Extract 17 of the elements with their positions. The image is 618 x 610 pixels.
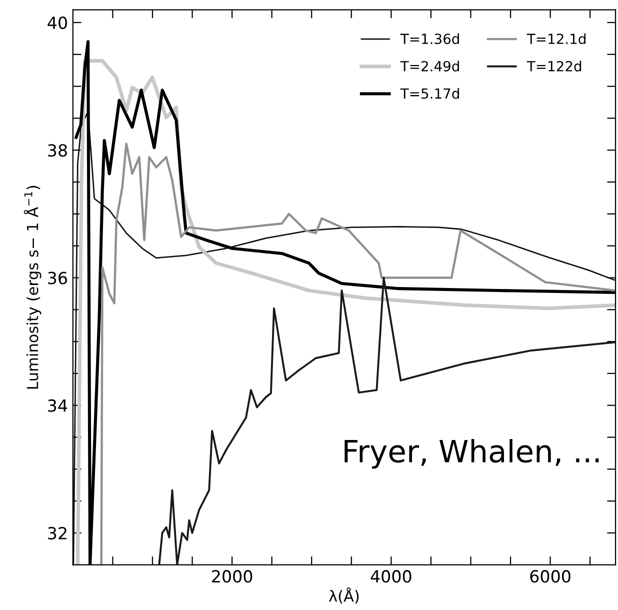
annotation: Fryer, Whalen, ... (344, 439, 599, 469)
y-tick-label: 40 (48, 16, 67, 30)
x-tick-label: 4000 (370, 570, 412, 583)
legend-label: T=5.17d (400, 88, 459, 99)
x-tick-label: 6000 (530, 570, 570, 583)
legend-label: T=1.36d (400, 33, 459, 44)
y-tick-label: 38 (48, 144, 67, 157)
x-axis-title: λ(Å) (328, 587, 359, 604)
line-series (158, 276, 616, 565)
legend-label: T=12.1d (526, 33, 586, 44)
legend-label: T=122d (526, 60, 582, 72)
y-tick-label: 32 (48, 526, 66, 540)
legend-label: T=2.49d (400, 60, 459, 72)
y-axis-title: Luminosity (ergs s− 1 Å$^{−1}$) (24, 186, 42, 389)
y-tick-label: 34 (48, 399, 68, 412)
x-tick-label: 2000 (212, 570, 252, 583)
y-tick-label: 36 (48, 272, 68, 284)
